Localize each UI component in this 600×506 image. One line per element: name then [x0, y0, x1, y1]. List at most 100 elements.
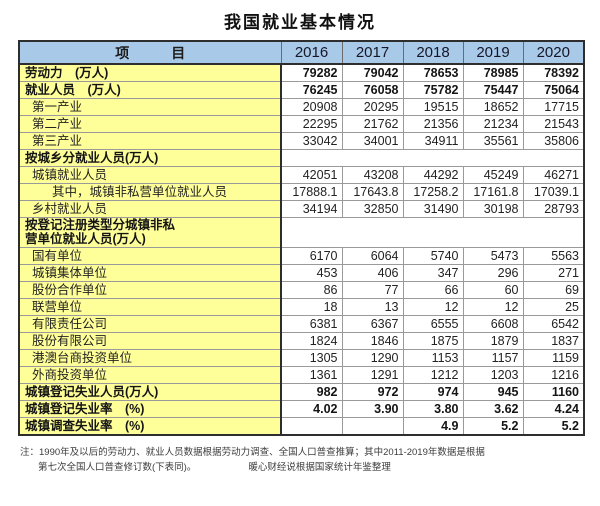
row-label: 外商投资单位 — [18, 365, 282, 384]
value-cell: 6064 — [341, 246, 404, 265]
value-cell: 1153 — [402, 348, 464, 367]
value-cell: 974 — [402, 382, 464, 401]
value-cell: 4.9 — [402, 416, 464, 436]
value-cell: 17643.8 — [341, 183, 404, 201]
row-label: 股份有限公司 — [18, 331, 282, 350]
table-row: 城镇集体单位 453 406 347 296 271 — [18, 263, 585, 282]
table-row: 第二产业 22295 21762 21356 21234 21543 — [18, 115, 585, 133]
value-cell: 34194 — [280, 200, 343, 218]
value-cell: 12 — [462, 297, 524, 316]
value-cell: 75782 — [402, 81, 464, 99]
table-row: 国有单位 6170 6064 5740 5473 5563 — [18, 246, 585, 265]
value-cell: 4.24 — [522, 399, 585, 418]
row-label: 劳动力 (万人) — [18, 63, 282, 82]
row-label: 国有单位 — [18, 246, 282, 265]
value-cell: 4.02 — [280, 399, 343, 418]
table-row: 股份有限公司 1824 1846 1875 1879 1837 — [18, 331, 585, 350]
value-cell: 44292 — [402, 166, 464, 184]
value-cell: 17258.2 — [402, 183, 464, 201]
value-cell: 79282 — [280, 63, 343, 82]
value-cell: 60 — [462, 280, 524, 299]
value-cell: 21234 — [462, 115, 524, 133]
row-label: 第二产业 — [18, 115, 282, 133]
column-header-2019: 2019 — [462, 40, 524, 65]
table-row: 乡村就业人员 34194 32850 31490 30198 28793 — [18, 200, 585, 218]
row-label: 股份合作单位 — [18, 280, 282, 299]
row-label: 就业人员 (万人) — [18, 81, 282, 99]
value-cell: 1305 — [280, 348, 343, 367]
value-cell: 5563 — [522, 246, 585, 265]
value-cell: 34911 — [402, 132, 464, 150]
value-cell: 43208 — [341, 166, 404, 184]
value-cell: 347 — [402, 263, 464, 282]
row-label: 按登记注册类型分城镇非私 营单位就业人员(万人) — [18, 217, 282, 248]
value-cell: 1846 — [341, 331, 404, 350]
value-cell: 42051 — [280, 166, 343, 184]
row-label: 城镇集体单位 — [18, 263, 282, 282]
table-row: 第一产业 20908 20295 19515 18652 17715 — [18, 98, 585, 116]
row-label: 港澳台商投资单位 — [18, 348, 282, 367]
table-row: 港澳台商投资单位 1305 1290 1153 1157 1159 — [18, 348, 585, 367]
value-cell: 33042 — [280, 132, 343, 150]
value-cell: 1160 — [522, 382, 585, 401]
row-label: 城镇调查失业率 (%) — [18, 416, 282, 436]
value-cell: 66 — [402, 280, 464, 299]
value-cell: 20295 — [341, 98, 404, 116]
column-header-2018: 2018 — [402, 40, 464, 65]
value-cell: 78985 — [462, 63, 524, 82]
value-cell: 1157 — [462, 348, 524, 367]
value-cell — [280, 416, 343, 436]
value-cell: 28793 — [522, 200, 585, 218]
value-cell: 982 — [280, 382, 343, 401]
column-header-item: 项 目 — [18, 40, 282, 65]
row-label: 城镇登记失业人员(万人) — [18, 382, 282, 401]
value-cell: 35561 — [462, 132, 524, 150]
page-title: 我国就业基本情况 — [224, 13, 376, 32]
value-cell: 5.2 — [462, 416, 524, 436]
row-label: 乡村就业人员 — [18, 200, 282, 218]
section-empty-cell — [280, 149, 585, 167]
table-row: 城镇调查失业率 (%) 4.9 5.2 5.2 — [18, 416, 585, 436]
value-cell: 5.2 — [522, 416, 585, 436]
value-cell: 1203 — [462, 365, 524, 384]
table-row: 按城乡分就业人员(万人) — [18, 149, 585, 167]
value-cell: 25 — [522, 297, 585, 316]
footnote-line1: 注：1990年及以后的劳动力、就业人员数据根据劳动力调查、全国人口普查推算；其中… — [20, 446, 485, 458]
value-cell: 77 — [341, 280, 404, 299]
value-cell: 3.90 — [341, 399, 404, 418]
value-cell: 17039.1 — [522, 183, 585, 201]
value-cell: 19515 — [402, 98, 464, 116]
value-cell: 76058 — [341, 81, 404, 99]
table-row: 城镇登记失业率 (%) 4.02 3.90 3.80 3.62 4.24 — [18, 399, 585, 418]
footnote: 注：1990年及以后的劳动力、就业人员数据根据劳动力调查、全国人口普查推算；其中… — [20, 445, 600, 475]
value-cell: 17888.1 — [280, 183, 343, 201]
value-cell: 22295 — [280, 115, 343, 133]
row-label: 联营单位 — [18, 297, 282, 316]
value-cell: 6367 — [341, 314, 404, 333]
value-cell: 13 — [341, 297, 404, 316]
row-label: 城镇登记失业率 (%) — [18, 399, 282, 418]
footnote-line2: 第七次全国人口普查修订数(下表同)。 暖心财经说根据国家统计年鉴整理 — [20, 460, 600, 475]
value-cell: 1824 — [280, 331, 343, 350]
value-cell: 75064 — [522, 81, 585, 99]
table-row: 城镇登记失业人员(万人) 982 972 974 945 1160 — [18, 382, 585, 401]
table-row: 就业人员 (万人) 76245 76058 75782 75447 75064 — [18, 81, 585, 99]
value-cell: 12 — [402, 297, 464, 316]
row-label: 第三产业 — [18, 132, 282, 150]
value-cell: 453 — [280, 263, 343, 282]
value-cell: 6170 — [280, 246, 343, 265]
value-cell: 79042 — [341, 63, 404, 82]
value-cell: 31490 — [402, 200, 464, 218]
value-cell: 78392 — [522, 63, 585, 82]
value-cell: 1216 — [522, 365, 585, 384]
value-cell: 6555 — [402, 314, 464, 333]
value-cell: 1875 — [402, 331, 464, 350]
table-row: 股份合作单位 86 77 66 60 69 — [18, 280, 585, 299]
section-empty-cell — [280, 217, 585, 248]
value-cell: 86 — [280, 280, 343, 299]
value-cell: 17161.8 — [462, 183, 524, 201]
value-cell: 1159 — [522, 348, 585, 367]
column-header-2020: 2020 — [522, 40, 585, 65]
header-row: 项 目 2016 2017 2018 2019 2020 — [18, 40, 585, 65]
value-cell: 6608 — [462, 314, 524, 333]
